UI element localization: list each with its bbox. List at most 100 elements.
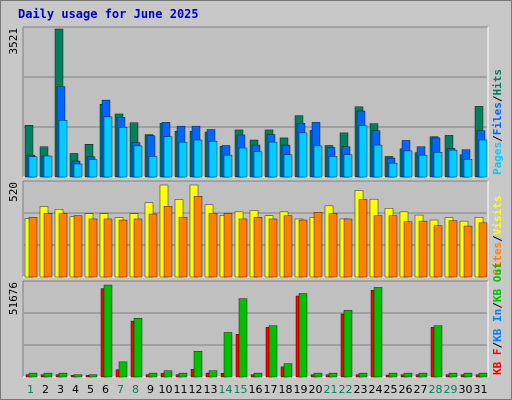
day-label: 31 [474,383,488,396]
day-label: 6 [102,383,109,396]
kbout-bar [298,293,308,378]
sites-bar [313,212,323,278]
kbout-bar [193,350,203,378]
pages-bar [73,163,83,178]
legend-item: KB Out [491,262,504,302]
day-label: 12 [189,383,203,396]
kbout-bar [178,372,188,378]
pages-bar [313,145,323,178]
pages-bar [43,155,53,178]
y-max-label-1: 3521 [7,28,20,55]
kbout-bar [28,372,38,378]
pages-bar [208,141,218,178]
pages-bar [463,159,473,178]
kbout-bar [103,284,113,378]
kbout-bar [208,370,218,378]
pages-bar [478,139,488,178]
pages-bar [58,120,68,178]
visits-sites-legend: Sites/Visits [491,196,504,276]
day-label: 29 [444,383,458,396]
kbout-bar [58,372,68,378]
pages-bar [433,152,443,178]
pages-bar [418,154,428,178]
day-label: 30 [459,383,473,396]
day-label: 10 [159,383,173,396]
sites-bar [268,218,278,278]
legend-item: Hits [491,69,504,96]
legend-item: / [491,135,504,142]
kbout-bar [148,372,158,378]
kbout-bar [388,372,398,378]
sites-bar [118,219,128,278]
sites-bar [28,216,38,278]
sites-bar [58,213,68,278]
day-label: 18 [279,383,293,396]
pages-bar [343,154,353,178]
kbout-bar [463,372,473,378]
day-label: 20 [309,383,323,396]
pages-bar [223,154,233,178]
kbout-bar [418,372,428,378]
kbout-bar [163,370,173,378]
chart-title: Daily usage for June 2025 [18,7,199,21]
pages-bar [148,156,158,178]
day-label: 1 [27,383,34,396]
pages-bar [118,127,128,178]
sites-bar [73,215,83,278]
kbout-bar [283,363,293,378]
day-label: 19 [294,383,308,396]
kbout-bar [328,372,338,378]
y-max-label-2: 520 [7,182,20,202]
pages-bar [268,141,278,178]
day-label: 25 [384,383,398,396]
pages-bar [373,144,383,178]
day-label: 17 [264,383,278,396]
day-label: 23 [354,383,368,396]
sites-bar [223,213,233,278]
sites-bar [178,216,188,278]
day-label: 26 [399,383,413,396]
pages-bar [253,151,263,178]
kbout-bar [88,374,98,378]
sites-bar [328,213,338,278]
hits-files-pages-legend: Pages/Files/Hits [491,69,504,175]
sites-bar [133,218,143,278]
day-label: 7 [117,383,124,396]
day-label: 21 [324,383,338,396]
day-label: 9 [147,383,154,396]
day-label: 3 [57,383,64,396]
sites-bar [163,206,173,278]
day-label: 13 [204,383,218,396]
kbout-bar [448,372,458,378]
pages-bar [388,162,398,178]
sites-bar [403,221,413,278]
legend-item: / [491,302,504,309]
pages-bar [328,156,338,178]
pages-bar [238,147,248,178]
legend-item: / [491,95,504,102]
legend-item: Pages [491,142,504,175]
sites-bar [43,213,53,278]
kbout-bar [403,372,413,378]
day-label: 22 [339,383,353,396]
sites-bar [373,215,383,278]
kbout-bar [268,325,278,378]
legend-item: KB F [491,349,504,376]
kbout-bar [118,361,128,378]
kbout-bar [433,325,443,378]
pages-bar [178,141,188,178]
sites-bar [283,215,293,278]
pages-bar [358,125,368,178]
kbout-bar [313,372,323,378]
sites-bar [88,218,98,278]
sites-bar [148,213,158,278]
sites-bar [208,213,218,278]
pages-bar [163,136,173,178]
sites-bar [103,218,113,278]
kbout-bar [358,372,368,378]
legend-item: / [491,235,504,242]
day-label: 16 [249,383,263,396]
pages-bar [298,132,308,178]
day-label: 27 [414,383,428,396]
